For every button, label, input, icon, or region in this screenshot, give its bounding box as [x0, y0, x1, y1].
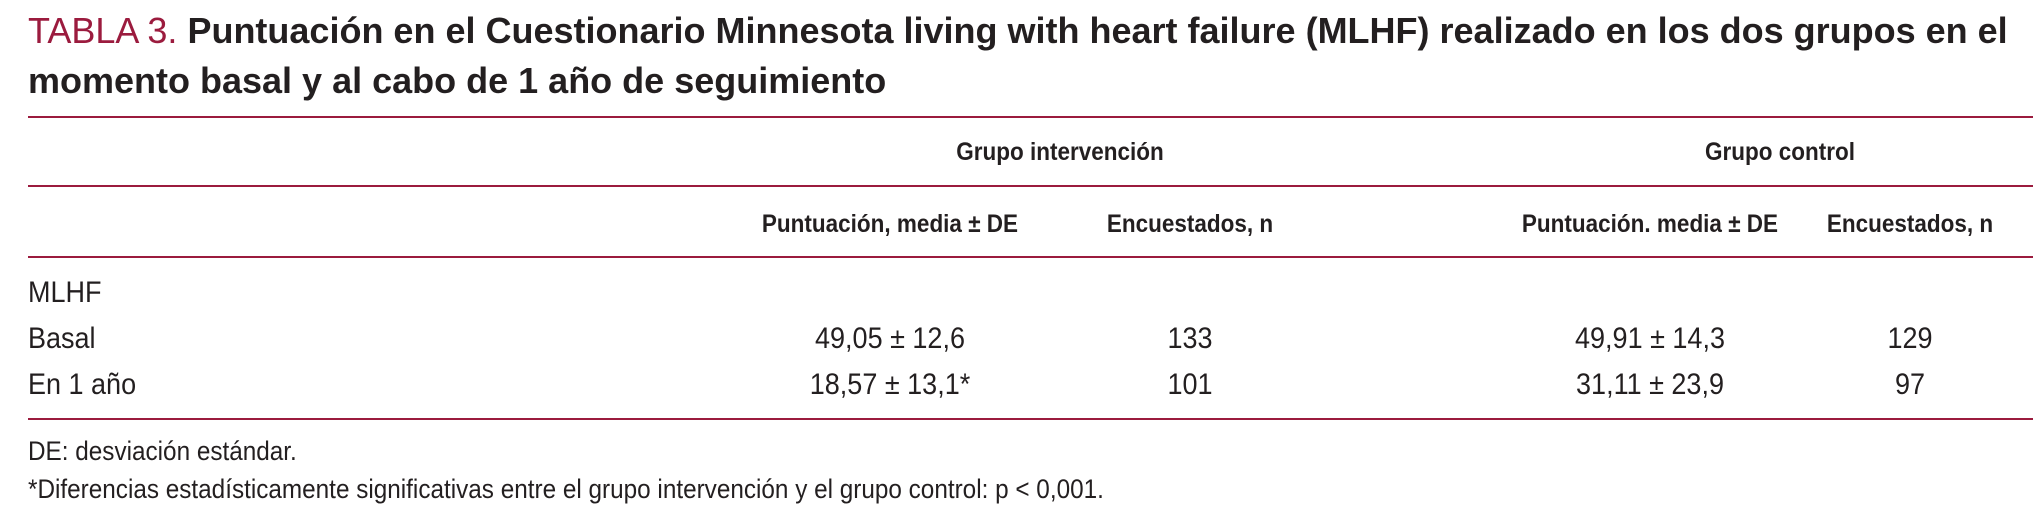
cell-int-n: 133 [1167, 322, 1213, 355]
col-header-ctl-n: Encuestados, n [1826, 210, 1994, 238]
group-header-intervention: Grupo intervención [956, 138, 1164, 166]
footnote-significance: *Diferencias estadísticamente significat… [28, 474, 1104, 504]
col-header-ctl-score: Puntuación. media ± DE [1521, 210, 1779, 238]
cell-int-score: 49,05 ± 12,6 [815, 322, 965, 355]
cell-int-n: 101 [1167, 368, 1213, 401]
group-header-control: Grupo control [1705, 138, 1855, 166]
header-rule [28, 256, 2033, 258]
table-title: TABLA 3. Puntuación en el Cuestionario M… [28, 6, 2018, 106]
bottom-rule [28, 418, 2033, 420]
group-rule [28, 185, 2033, 187]
cell-ctl-n: 129 [1887, 322, 1933, 355]
table-title-text: Puntuación en el Cuestionario Minnesota … [28, 10, 2008, 101]
table-number-label: TABLA 3. [28, 10, 178, 51]
cell-int-score: 18,57 ± 13,1* [809, 368, 971, 401]
row-label: Basal [28, 322, 96, 355]
col-header-int-n: Encuestados, n [1106, 210, 1274, 238]
section-label: MLHF [28, 276, 102, 309]
footnote-abbreviation: DE: desviación estándar. [28, 436, 297, 466]
cell-ctl-score: 49,91 ± 14,3 [1575, 322, 1725, 355]
col-header-int-score: Puntuación, media ± DE [761, 210, 1019, 238]
row-label: En 1 año [28, 368, 137, 401]
cell-ctl-n: 97 [1894, 368, 1926, 401]
top-rule [28, 116, 2033, 118]
cell-ctl-score: 31,11 ± 23,9 [1576, 368, 1724, 401]
